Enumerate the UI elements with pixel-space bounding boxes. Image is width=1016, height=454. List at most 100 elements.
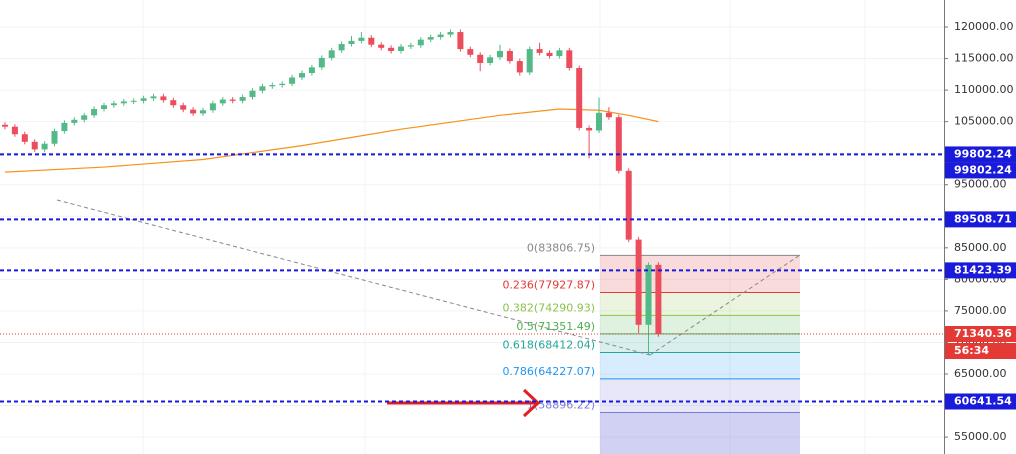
candle-body	[318, 57, 325, 68]
candle-body	[299, 73, 305, 78]
candle-body	[417, 39, 424, 46]
candle-body	[368, 37, 375, 45]
candle-body	[586, 127, 593, 131]
fib-zone	[600, 378, 800, 413]
y-tick-label: 65000.00	[954, 367, 1007, 380]
fib-level-label: 0.618(68412.04)	[502, 338, 595, 351]
candle-body	[308, 67, 315, 74]
fib-extension-zone	[600, 412, 800, 454]
price-line-tag	[945, 211, 1016, 228]
candle-body	[31, 141, 38, 150]
fib-zone	[600, 255, 800, 293]
candle-body	[576, 68, 583, 128]
candle-body	[526, 49, 533, 73]
candle-body	[487, 57, 494, 63]
y-tick-label: 75000.00	[954, 304, 1007, 317]
fib-zone	[600, 352, 800, 379]
candle-body	[635, 239, 642, 325]
candle-body	[41, 143, 48, 150]
candle-body	[427, 37, 434, 40]
fib-zone	[600, 292, 800, 316]
price-line-tag-label: 99802.24	[954, 163, 1012, 176]
candle-body	[11, 126, 18, 135]
fib-level-label: 0.382(74290.93)	[502, 301, 595, 314]
candle-body	[269, 85, 276, 87]
candle-body	[279, 83, 286, 86]
candle-body	[556, 50, 563, 57]
candle-body	[120, 101, 127, 104]
moving-average	[4, 108, 659, 173]
candle-body	[160, 96, 167, 101]
candle-body	[506, 50, 513, 62]
candle-body	[348, 40, 355, 45]
candle-body	[200, 110, 206, 114]
candle-body	[180, 105, 187, 110]
candle-body	[566, 50, 573, 69]
candle-body	[457, 32, 464, 50]
price-line-tag-label: 89508.71	[954, 212, 1012, 225]
candle-body	[2, 124, 8, 127]
y-tick-label: 95000.00	[954, 178, 1007, 191]
price-line-tag-label: 60641.54	[954, 394, 1012, 407]
candle-body	[398, 46, 404, 51]
fib-level-label: 0.786(64227.07)	[502, 365, 595, 378]
y-tick-label: 55000.00	[954, 430, 1007, 443]
candle-body	[239, 97, 246, 101]
candle-body	[249, 90, 256, 98]
candle-body	[219, 99, 226, 104]
candle-body	[229, 99, 236, 101]
last-price-tag-label: 71340.36	[954, 327, 1012, 340]
candle-body	[497, 50, 503, 58]
candle-body	[51, 131, 58, 144]
price-line-tag	[945, 393, 1016, 410]
y-tick-label: 115000.00	[954, 52, 1014, 65]
candle-body	[467, 49, 474, 55]
candle-body	[536, 49, 543, 53]
candle-body	[71, 119, 78, 123]
candle-body	[81, 115, 88, 120]
y-tick-label: 85000.00	[954, 241, 1007, 254]
candle-body	[615, 117, 622, 171]
fib-zone	[600, 315, 800, 334]
candle-body	[338, 44, 345, 51]
candle-body	[407, 45, 414, 47]
fib-zone	[600, 333, 800, 353]
candle-body	[516, 61, 523, 73]
candle-body	[437, 34, 444, 38]
candle-body	[328, 50, 335, 58]
countdown-tag-label: 56:34	[954, 344, 989, 357]
price-line-tag	[945, 262, 1016, 279]
trend-line	[649, 254, 801, 356]
candle-body	[209, 103, 216, 111]
candle-body	[546, 52, 553, 57]
candle-body	[21, 134, 28, 142]
candle-body	[605, 112, 612, 118]
candle-body	[378, 44, 385, 48]
candle-body	[388, 47, 395, 51]
candle-body	[61, 122, 68, 132]
price-line-tag-label: 99802.24	[954, 147, 1012, 160]
fib-level-label: 0(83806.75)	[527, 241, 595, 254]
candle-body	[596, 112, 602, 131]
candle-body	[170, 100, 177, 106]
candle-body	[477, 54, 484, 63]
candle-body	[140, 98, 147, 101]
candle-body	[190, 109, 197, 114]
candle-body	[358, 37, 365, 41]
arrow-head	[522, 388, 541, 418]
candle-body	[655, 264, 662, 334]
countdown-tag	[945, 342, 1016, 359]
fib-level-label: 0.5(71351.49)	[516, 320, 595, 333]
candle-body	[101, 105, 107, 110]
price-line-tag	[945, 146, 1016, 163]
y-tick-label: 120000.00	[954, 20, 1014, 33]
candle-body	[150, 96, 157, 99]
candle-body	[110, 103, 117, 106]
y-tick-label: 110000.00	[954, 83, 1014, 96]
candle-body	[259, 86, 266, 91]
price-line-tag	[945, 162, 1016, 179]
vertical-grid	[142, 0, 866, 454]
candle-body	[91, 109, 98, 116]
